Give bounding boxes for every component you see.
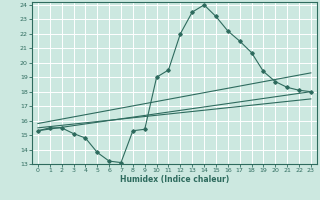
X-axis label: Humidex (Indice chaleur): Humidex (Indice chaleur) [120,175,229,184]
